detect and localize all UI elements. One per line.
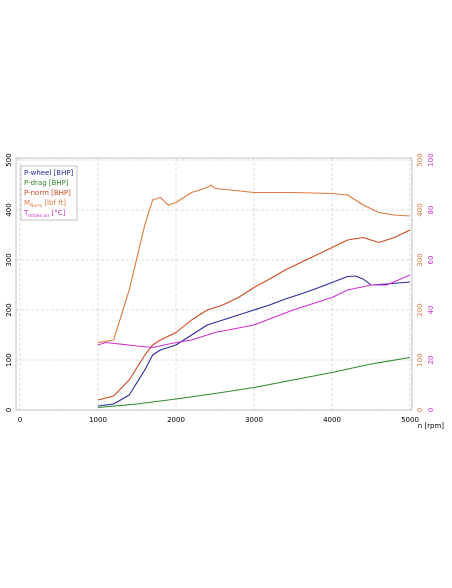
legend-name: P-norm [BHP] bbox=[24, 189, 71, 197]
y-tick-label: 300 bbox=[5, 253, 13, 266]
x-tick-label: 2000 bbox=[167, 416, 185, 424]
y2-tick-label: 100 bbox=[416, 353, 424, 366]
series-line bbox=[97, 356, 411, 409]
x-tick-label: 4000 bbox=[323, 416, 341, 424]
y2-tick-label: 400 bbox=[416, 203, 424, 216]
legend-sub: Norm bbox=[30, 203, 42, 209]
y-tick-label: 200 bbox=[5, 303, 13, 316]
x-tick-label: 3000 bbox=[245, 416, 263, 424]
series-line bbox=[97, 184, 411, 344]
y-tick-label: 0 bbox=[5, 408, 13, 412]
legend-entry: MNorm [lbf ft] bbox=[24, 199, 66, 209]
y2-tick-label: 0 bbox=[416, 408, 424, 412]
legend-unit: [lbf ft] bbox=[44, 199, 66, 207]
legend-name: T bbox=[23, 209, 29, 217]
y-tick-label: 500 bbox=[5, 153, 13, 166]
y2-tick-label: 200 bbox=[416, 303, 424, 316]
legend-entry: TIntake air [°C] bbox=[23, 209, 66, 219]
y2-tick-label: 500 bbox=[416, 153, 424, 166]
series-line bbox=[97, 275, 411, 407]
legend-sub: Intake air bbox=[28, 213, 49, 219]
y3-tick-label: 40 bbox=[427, 306, 435, 315]
x-tick-label: 0 bbox=[18, 416, 22, 424]
y-tick-label: 100 bbox=[5, 353, 13, 366]
plot-area bbox=[15, 157, 413, 411]
legend-entry: P-norm [BHP] bbox=[24, 189, 71, 197]
legend-box bbox=[20, 165, 78, 221]
y3-tick-label: 20 bbox=[427, 356, 435, 365]
y3-tick-label: 0 bbox=[427, 408, 435, 412]
legend-name: M bbox=[24, 199, 30, 207]
series-line bbox=[97, 274, 411, 349]
y2-tick-label: 300 bbox=[416, 253, 424, 266]
x-axis-label: n [rpm] bbox=[418, 422, 445, 430]
x-tick-label: 1000 bbox=[89, 416, 107, 424]
legend-entry: P-drag [BHP] bbox=[24, 179, 69, 187]
series-line bbox=[97, 229, 411, 401]
legend-unit: [°C] bbox=[52, 209, 66, 217]
y-tick-label: 400 bbox=[5, 203, 13, 216]
legend-entry: P-wheel [BHP] bbox=[24, 169, 74, 177]
legend-name: P-wheel [BHP] bbox=[24, 169, 74, 177]
y3-tick-label: 100 bbox=[427, 153, 435, 166]
y3-tick-label: 60 bbox=[427, 256, 435, 265]
x-tick-label: 5000 bbox=[401, 416, 419, 424]
y3-tick-label: 80 bbox=[427, 206, 435, 215]
legend-name: P-drag [BHP] bbox=[24, 179, 69, 187]
